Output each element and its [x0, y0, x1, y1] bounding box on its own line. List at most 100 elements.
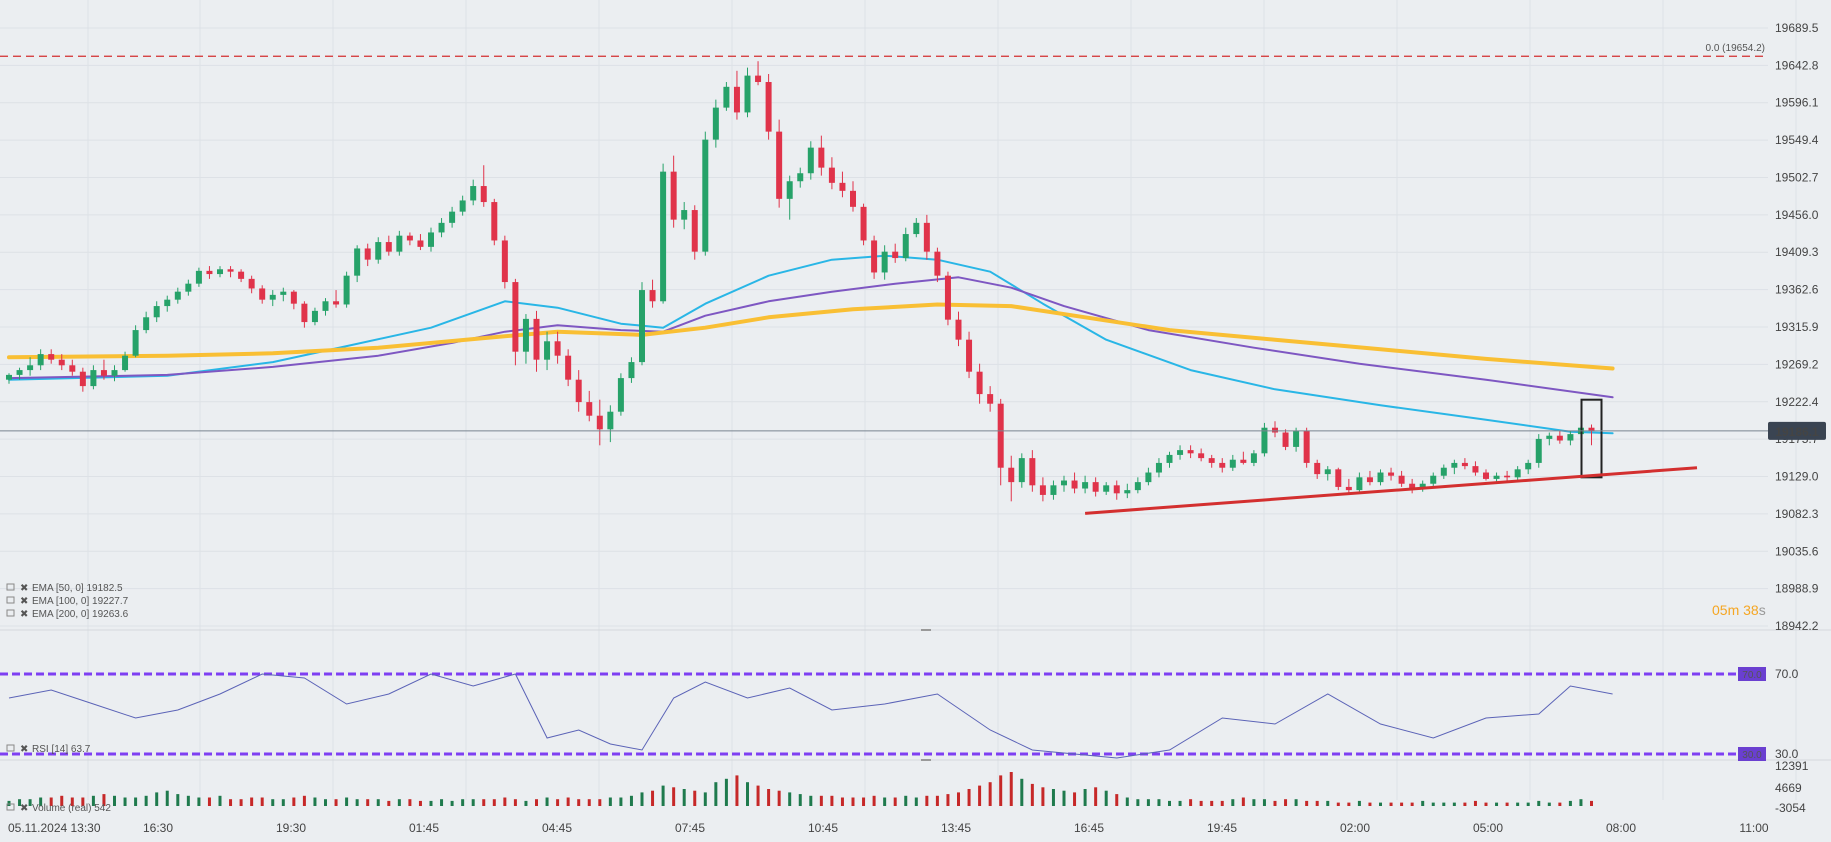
candle-body: [923, 222, 930, 252]
volume-bar: [513, 799, 517, 806]
candle-body: [660, 171, 667, 302]
time-tick-label: 19:30: [276, 821, 306, 835]
volume-bar: [851, 797, 855, 806]
volume-bar: [629, 795, 633, 806]
price-tick-label: 19502.7: [1775, 170, 1819, 184]
candle-body: [702, 139, 709, 252]
candle-body: [850, 190, 856, 207]
legend-settings-icon: [6, 583, 15, 591]
volume-bar: [577, 799, 581, 806]
volume-bar: [1009, 772, 1013, 806]
volume-bar: [1094, 787, 1098, 806]
candle-body: [1029, 458, 1036, 486]
candle-body: [1366, 477, 1373, 483]
legend-remove-icon: ✖: [20, 609, 28, 620]
volume-bar: [756, 785, 760, 806]
candle-body: [839, 182, 846, 191]
candle-body: [470, 186, 477, 201]
volume-bar: [313, 797, 317, 806]
time-tick-label: 02:00: [1340, 821, 1370, 835]
volume-bar: [1516, 802, 1520, 806]
volume-bar: [935, 795, 939, 806]
legend-remove-icon: ✖: [20, 583, 28, 594]
candle-body: [480, 186, 487, 203]
candle-body: [902, 234, 909, 259]
candle-body: [1261, 427, 1268, 454]
volume-bar: [1547, 802, 1551, 806]
price-tick-label: 19409.3: [1775, 245, 1819, 259]
price-tick-label: 19596.1: [1775, 96, 1819, 110]
candle-body: [501, 240, 508, 283]
volume-bar: [1473, 800, 1477, 806]
candle-body: [522, 318, 529, 352]
candle-body: [966, 339, 973, 372]
candle-body: [238, 271, 245, 279]
candle-body: [1461, 462, 1468, 467]
candle-body: [892, 251, 899, 259]
volume-bar: [197, 797, 201, 806]
candle-body: [1556, 435, 1563, 441]
volume-bar: [376, 799, 380, 806]
candle-body: [1525, 462, 1532, 470]
volume-bar: [239, 799, 243, 806]
candle-body: [459, 200, 466, 212]
volume-bar: [1505, 802, 1509, 806]
candle-body: [248, 278, 255, 289]
candle-body: [1493, 475, 1500, 479]
candle-body: [1039, 485, 1046, 495]
volume-bar: [49, 797, 53, 806]
volume-bar: [872, 795, 876, 806]
rsi-lower-tag: 30.0: [1742, 750, 1762, 761]
candle-body: [1303, 430, 1310, 463]
volume-bar: [302, 795, 306, 806]
candle-body: [1082, 482, 1089, 489]
ema-line-2: [7, 302, 1615, 371]
candle-body: [976, 371, 983, 395]
candle-body: [987, 394, 994, 404]
volume-bar: [1030, 783, 1034, 806]
candle-body: [122, 355, 129, 371]
volume-bar: [893, 797, 897, 806]
candle-body: [354, 248, 361, 276]
time-tick-label: 10:45: [808, 821, 838, 835]
volume-bar: [1568, 800, 1572, 806]
rsi-line: [8, 673, 1613, 759]
candle-body: [712, 107, 719, 140]
volume-bar: [883, 797, 887, 806]
volume-bar: [482, 799, 486, 806]
candle-body: [1050, 485, 1057, 495]
price-tick-label: 19456.0: [1775, 208, 1819, 222]
candle-body: [1314, 462, 1321, 475]
rsi-legend: RSI [14] 63.7: [32, 744, 91, 755]
ema-legend-2: EMA [200, 0] 19263.6: [32, 609, 129, 620]
volume-bar: [682, 789, 686, 806]
candle-body: [311, 310, 318, 323]
price-tick-label: 19315.9: [1775, 320, 1819, 334]
candle-body: [797, 173, 804, 182]
volume-bar: [397, 799, 401, 806]
candle-body: [955, 319, 962, 340]
time-tick-label: 05:00: [1473, 821, 1503, 835]
candle-body: [755, 75, 762, 83]
candle-body: [997, 403, 1004, 468]
volume-bar: [1178, 800, 1182, 806]
candle-body: [1208, 458, 1215, 463]
current-price-label: 19186.1: [1775, 425, 1819, 439]
candle-body: [1293, 430, 1300, 447]
candle-body: [364, 248, 371, 260]
volume-bar: [1062, 790, 1066, 806]
candle-body: [670, 171, 677, 220]
volume-bar: [545, 797, 549, 806]
volume-bar: [81, 797, 85, 806]
volume-bar: [619, 797, 623, 806]
legend-remove-icon: ✖: [20, 596, 28, 607]
volume-bar: [672, 787, 676, 806]
candle-body: [818, 147, 825, 168]
candle-body: [1472, 466, 1479, 473]
panel-resize-handle: [921, 759, 931, 761]
volume-bar: [1389, 802, 1393, 806]
volume-bar: [1252, 799, 1256, 806]
volume-bar: [978, 785, 982, 806]
